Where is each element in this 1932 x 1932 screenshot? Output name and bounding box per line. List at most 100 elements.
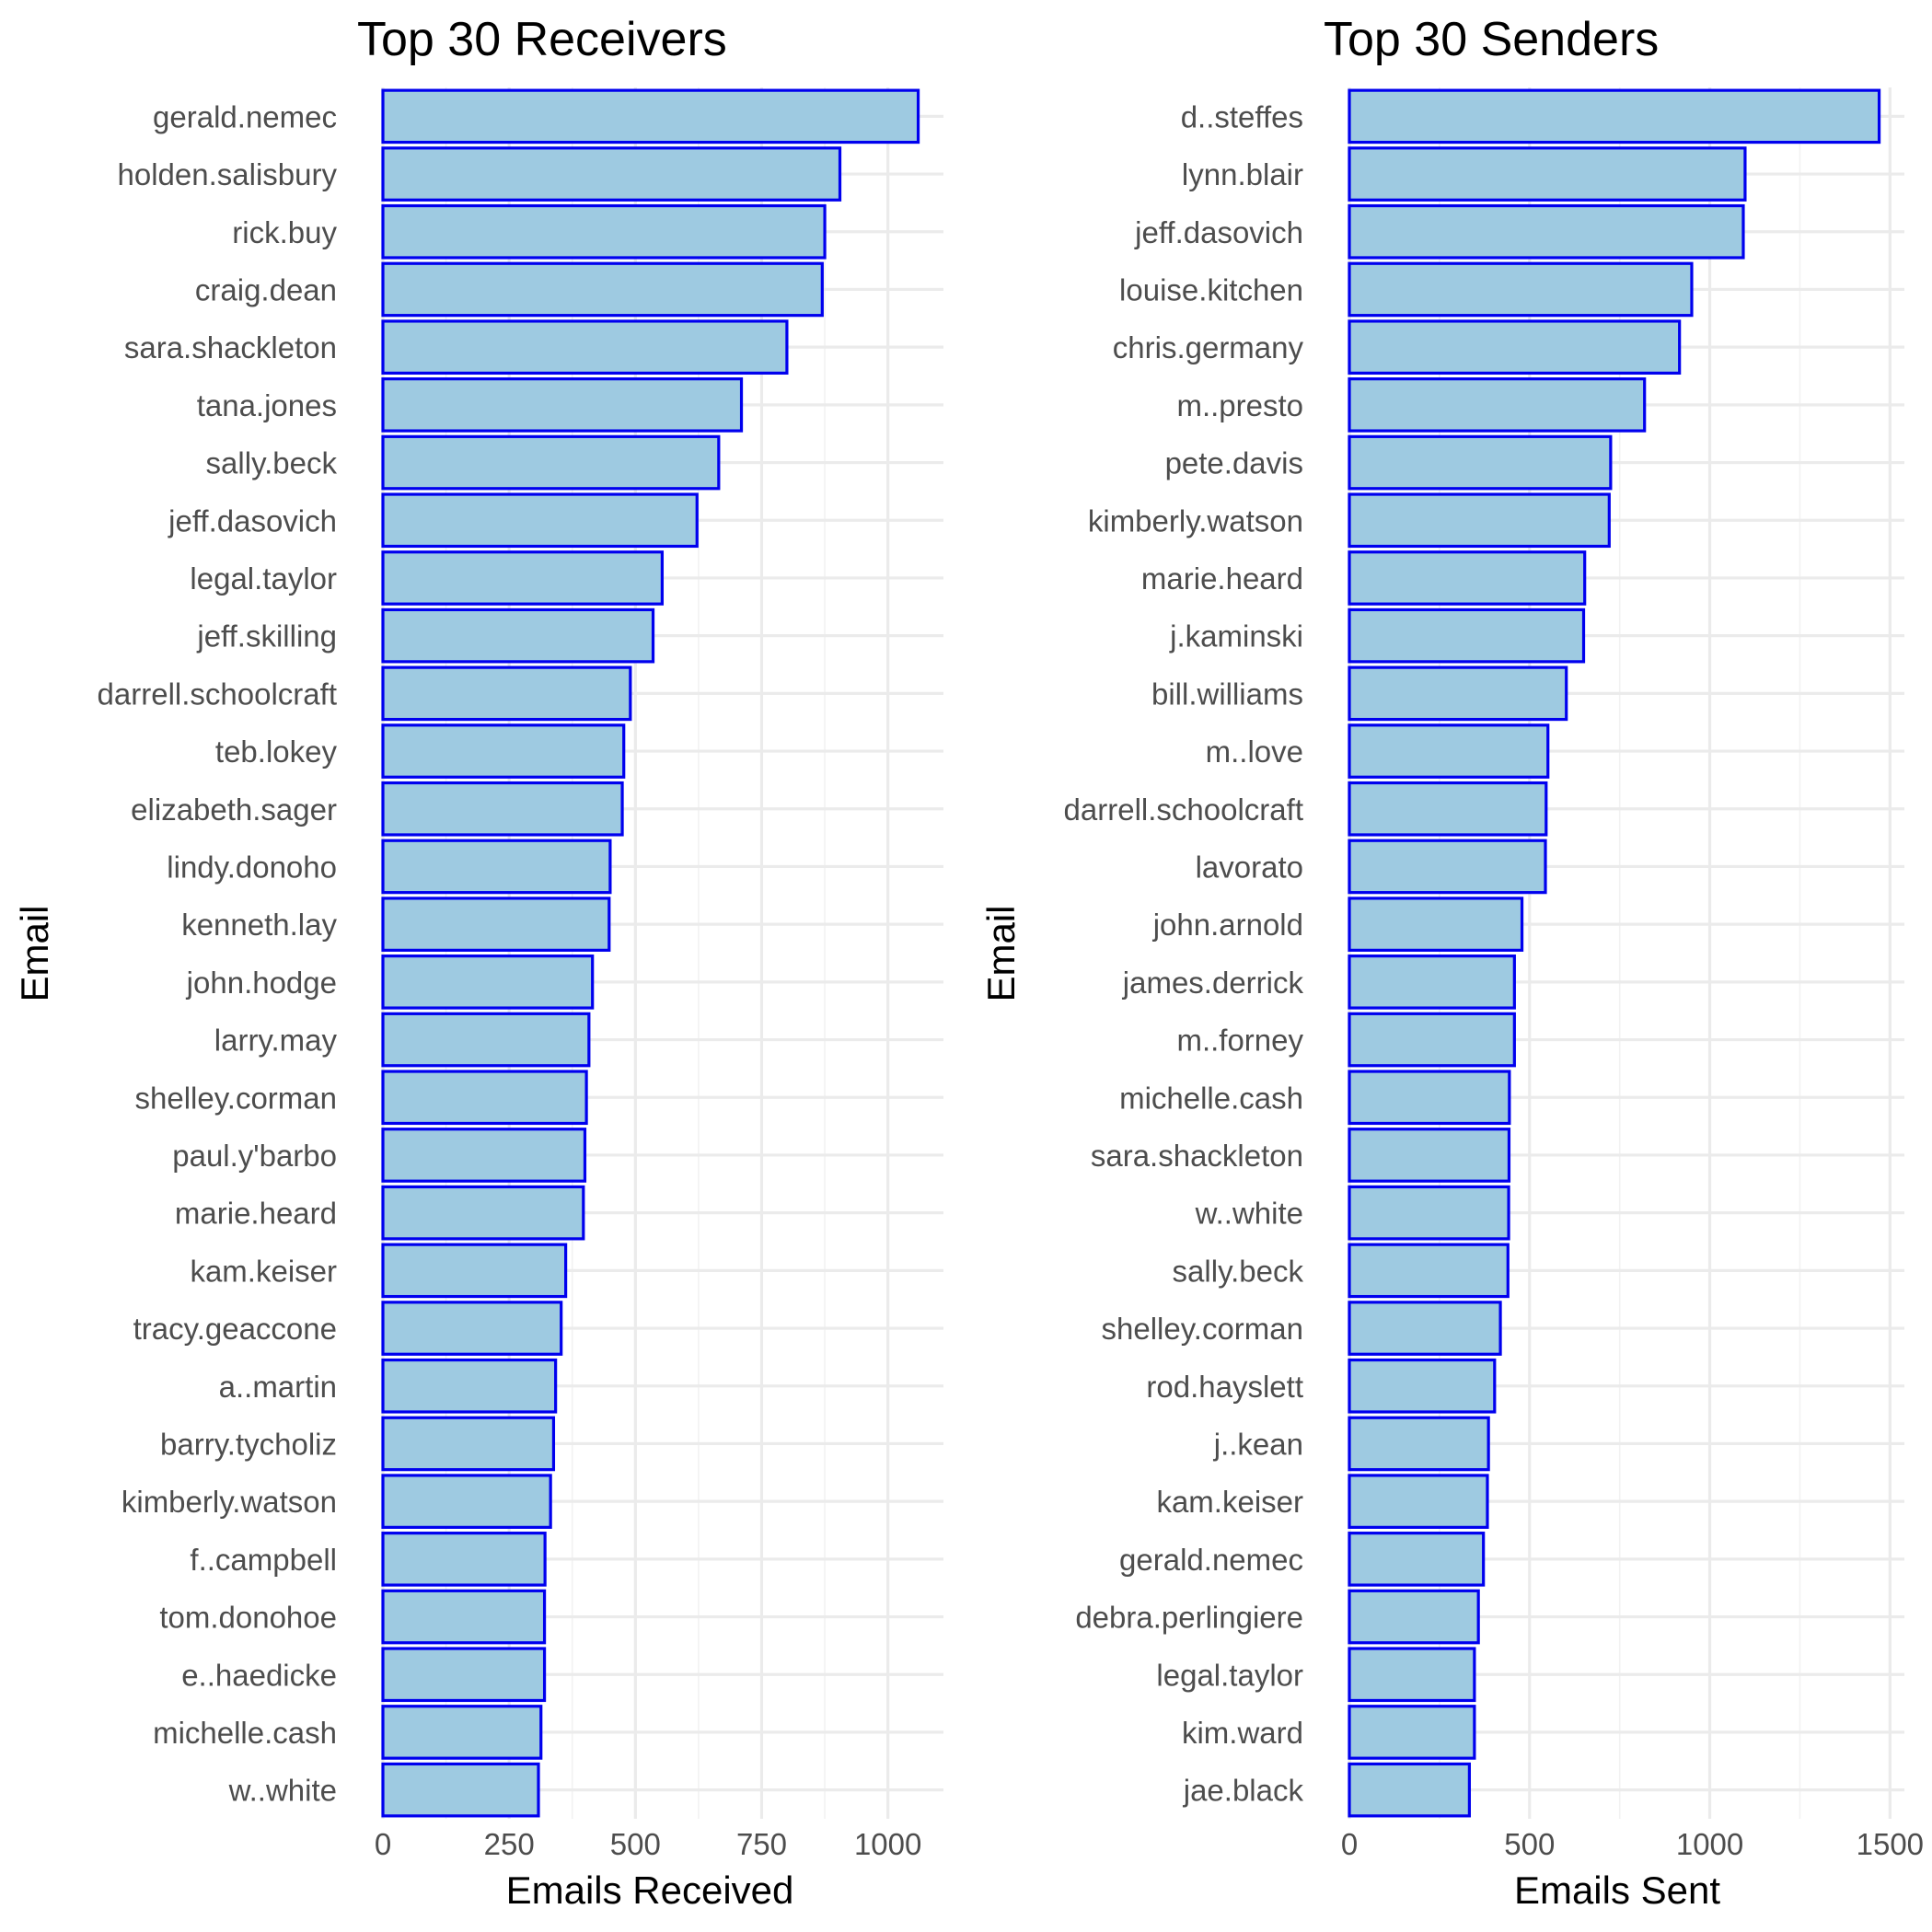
y-tick-label: jae.black [1183,1774,1304,1808]
bar-receivers-tracy.geaccone [381,1301,563,1356]
y-tick-label: rick.buy [232,215,337,249]
bar-senders-james.derrick [1348,954,1516,1010]
bar-senders-darrell.schoolcraft [1348,781,1548,837]
bar-receivers-gerald.nemec [381,88,920,145]
bars-senders [1348,88,1881,1818]
y-tick-label: shelley.corman [135,1081,337,1115]
y-tick-label: jeff.dasovich [1134,215,1303,249]
y-tick-label: teb.lokey [215,735,338,769]
y-tick-label: barry.tycholiz [160,1427,337,1461]
bar-senders-pete.davis [1348,434,1613,491]
x-tick-label: 1500 [1857,1827,1924,1861]
x-tick-label: 0 [375,1827,391,1861]
bar-senders-j..kean [1348,1416,1490,1472]
x-tick-label: 1000 [854,1827,921,1861]
bar-senders-w..white [1348,1185,1510,1241]
y-tick-label: w..white [228,1774,337,1808]
y-tick-labels-senders: d..steffes lynn.blair jeff.dasovich louise.… [1064,99,1304,1807]
y-axis-title-senders: Email [979,905,1023,1001]
y-tick-label: lynn.blair [1182,157,1303,191]
bar-receivers-holden.salisbury [381,146,842,202]
bar-senders-d..steffes [1348,88,1881,145]
bar-receivers-tana.jones [381,377,744,433]
bar-senders-j.kaminski [1348,607,1586,664]
bar-senders-lynn.blair [1348,146,1747,202]
y-tick-label: tracy.geaccone [133,1312,337,1346]
bar-receivers-e..haedicke [381,1647,547,1703]
chart-title-receivers: Top 30 Receivers [357,13,727,66]
y-tick-label: j.kaminski [1169,619,1303,654]
x-axis-title-senders: Emails Sent [1514,1868,1720,1912]
y-tick-label: john.arnold [1152,908,1303,942]
bar-receivers-paul.y'barbo [381,1128,587,1183]
y-tick-label: darrell.schoolcraft [1064,792,1303,827]
bar-senders-shelley.corman [1348,1301,1502,1356]
bar-receivers-a..martin [381,1358,558,1414]
y-tick-label: f..campbell [190,1543,337,1577]
bar-receivers-legal.taylor [381,550,665,606]
x-axis-title-receivers: Emails Received [506,1868,794,1912]
bar-receivers-john.hodge [381,954,595,1010]
y-tick-label: kam.keiser [1156,1485,1303,1519]
y-tick-label: m..presto [1176,388,1303,422]
y-tick-label: holden.salisbury [118,157,338,191]
y-tick-labels-receivers: gerald.nemec holden.salisbury rick.buy crai… [98,99,338,1807]
bar-senders-gerald.nemec [1348,1532,1486,1587]
bar-receivers-kam.keiser [381,1243,568,1299]
bar-senders-chris.germany [1348,319,1682,375]
bar-senders-kimberly.watson [1348,492,1611,549]
bar-senders-john.arnold [1348,897,1524,952]
bar-receivers-kimberly.watson [381,1474,552,1529]
x-tick-label: 250 [484,1827,535,1861]
bar-receivers-shelley.corman [381,1070,588,1126]
bar-senders-legal.taylor [1348,1647,1476,1703]
y-tick-label: tana.jones [197,388,337,422]
y-tick-label: elizabeth.sager [131,792,337,827]
y-tick-label: kenneth.lay [181,908,337,942]
chart-title-senders: Top 30 Senders [1324,13,1659,66]
bar-receivers-sally.beck [381,434,721,491]
y-tick-label: sara.shackleton [124,330,337,364]
y-tick-label: rod.hayslett [1146,1370,1303,1404]
y-tick-label: tom.donohoe [159,1601,337,1635]
y-tick-label: e..haedicke [181,1658,337,1692]
bar-receivers-w..white [381,1762,540,1818]
bar-receivers-tom.donohoe [381,1589,547,1645]
y-tick-label: bill.williams [1151,677,1303,711]
y-tick-label: a..martin [219,1370,337,1404]
y-tick-label: michelle.cash [153,1716,337,1750]
panel-receivers: Top 30 Receivers gerald.nemec holden.sali… [13,13,943,1912]
bar-senders-kam.keiser [1348,1474,1489,1529]
panel-senders: Top 30 Senders d..steffes lynn.blair jeff.… [979,13,1924,1912]
y-tick-label: m..forney [1176,1024,1303,1058]
bar-senders-sally.beck [1348,1243,1510,1299]
y-tick-label: darrell.schoolcraft [98,677,337,711]
y-tick-label: jeff.skilling [196,619,337,654]
y-tick-label: kam.keiser [190,1254,337,1288]
bar-senders-jae.black [1348,1762,1471,1818]
bar-senders-lavorato [1348,839,1547,895]
y-tick-label: marie.heard [175,1197,337,1231]
y-tick-label: sally.beck [206,446,338,480]
x-tick-labels-receivers: 0 250 500 750 1000 [375,1827,922,1861]
bar-senders-bill.williams [1348,665,1568,722]
y-tick-label: paul.y'barbo [172,1139,337,1173]
y-tick-label: james.derrick [1122,966,1304,1000]
y-tick-label: louise.kitchen [1119,272,1303,307]
y-tick-label: john.hodge [186,966,337,1000]
y-tick-label: sara.shackleton [1091,1139,1303,1173]
bar-receivers-jeff.skilling [381,607,655,664]
bar-senders-debra.perlingiere [1348,1589,1480,1645]
bar-senders-rod.hayslett [1348,1358,1497,1414]
bar-receivers-teb.lokey [381,723,626,779]
bar-receivers-elizabeth.sager [381,781,624,837]
bar-senders-marie.heard [1348,550,1587,606]
bar-receivers-craig.dean [381,261,824,318]
y-tick-label: debra.perlingiere [1075,1601,1303,1635]
y-tick-label: j..kean [1213,1427,1303,1461]
bar-receivers-sara.shackleton [381,319,789,375]
x-tick-label: 750 [736,1827,787,1861]
y-tick-label: legal.taylor [190,561,337,596]
y-tick-label: shelley.corman [1102,1312,1303,1346]
